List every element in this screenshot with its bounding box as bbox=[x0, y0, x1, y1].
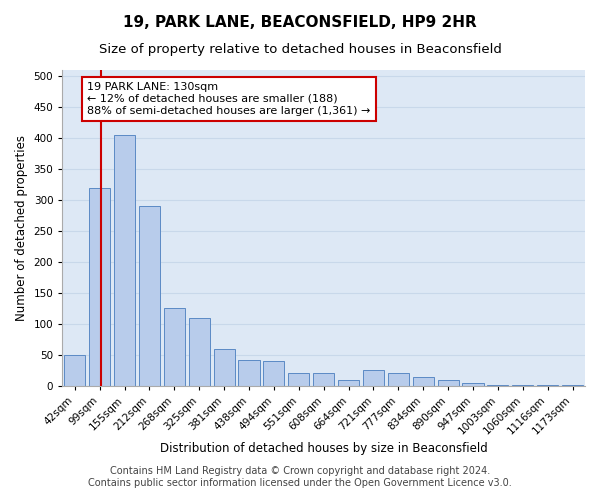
X-axis label: Distribution of detached houses by size in Beaconsfield: Distribution of detached houses by size … bbox=[160, 442, 488, 455]
Bar bbox=[89, 188, 110, 386]
Bar bbox=[313, 374, 334, 386]
Bar bbox=[463, 383, 484, 386]
Bar bbox=[64, 355, 85, 386]
Bar bbox=[487, 384, 508, 386]
Bar bbox=[413, 376, 434, 386]
Text: Size of property relative to detached houses in Beaconsfield: Size of property relative to detached ho… bbox=[98, 42, 502, 56]
Text: 19 PARK LANE: 130sqm
← 12% of detached houses are smaller (188)
88% of semi-deta: 19 PARK LANE: 130sqm ← 12% of detached h… bbox=[87, 82, 371, 116]
Text: Contains HM Land Registry data © Crown copyright and database right 2024.
Contai: Contains HM Land Registry data © Crown c… bbox=[88, 466, 512, 487]
Bar bbox=[437, 380, 458, 386]
Bar bbox=[238, 360, 260, 386]
Bar bbox=[214, 348, 235, 386]
Y-axis label: Number of detached properties: Number of detached properties bbox=[15, 135, 28, 321]
Text: 19, PARK LANE, BEACONSFIELD, HP9 2HR: 19, PARK LANE, BEACONSFIELD, HP9 2HR bbox=[123, 15, 477, 30]
Bar bbox=[114, 135, 135, 386]
Bar bbox=[512, 384, 533, 386]
Bar bbox=[139, 206, 160, 386]
Bar bbox=[164, 308, 185, 386]
Bar bbox=[363, 370, 384, 386]
Bar bbox=[288, 374, 310, 386]
Bar bbox=[263, 361, 284, 386]
Bar bbox=[188, 318, 210, 386]
Bar bbox=[388, 374, 409, 386]
Bar bbox=[338, 380, 359, 386]
